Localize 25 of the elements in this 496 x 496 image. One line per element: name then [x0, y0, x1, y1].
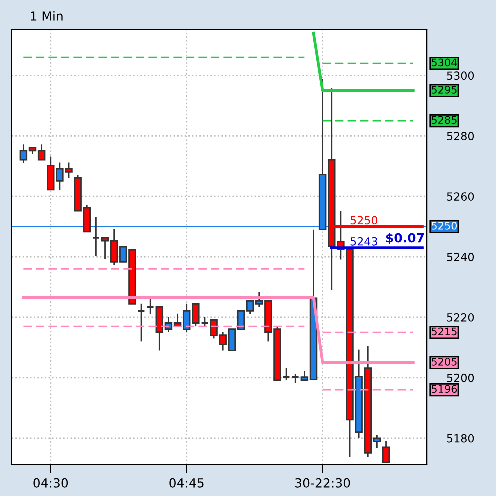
data-label: 5196 — [432, 385, 458, 394]
data-label: 5205 — [432, 358, 457, 366]
candlestick — [92, 216, 100, 258]
ref-line-label: 5250 — [432, 222, 458, 230]
y-tick-label: 5180 — [447, 434, 474, 443]
y-tick-label: 5240 — [447, 253, 474, 262]
y-tick-label: 5300 — [447, 72, 474, 80]
candlestick — [282, 368, 291, 382]
x-tick-label: 04:45 — [170, 478, 204, 488]
chart-title: 1 Min — [31, 11, 63, 21]
y-tick-label: 5260 — [447, 192, 474, 201]
y-tick-label: 5200 — [447, 374, 474, 382]
annotation: $0.07 — [386, 233, 424, 244]
x-tick-label: 04:30 — [34, 478, 68, 488]
data-label: 5295 — [432, 86, 457, 94]
data-label: 5304 — [432, 58, 458, 67]
y-tick-label: 5280 — [447, 132, 474, 141]
x-tick-label: 30-22:30 — [296, 478, 350, 488]
data-label: 5243 — [350, 237, 378, 246]
candlestick — [382, 440, 390, 464]
y-tick-label: 5220 — [447, 313, 474, 322]
data-label: 5285 — [432, 116, 457, 124]
data-label: 5250 — [350, 216, 378, 225]
candlestick — [292, 374, 300, 384]
data-label: 5215 — [432, 328, 457, 336]
